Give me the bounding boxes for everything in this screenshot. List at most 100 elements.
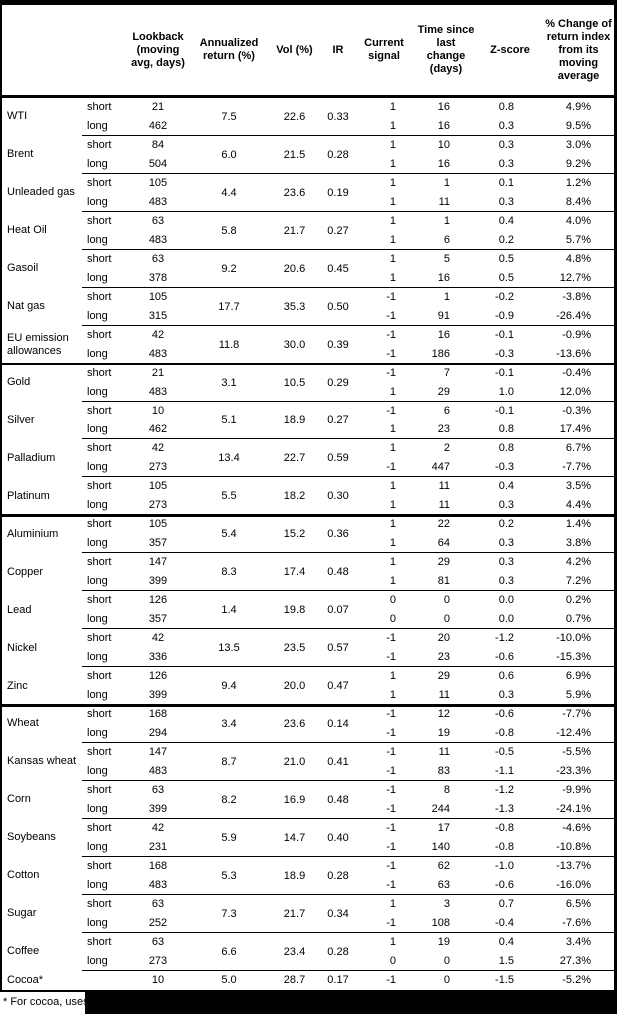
zscore-value: 1.0 (498, 385, 514, 398)
current-signal-value: -1 (386, 290, 396, 303)
zscore-column: 0.8 -0.3 (477, 439, 543, 477)
leg-label: short (87, 328, 112, 341)
zscore-value: -0.1 (495, 328, 514, 341)
annualized-return-value: 7.3 (221, 907, 237, 920)
vol-value: 22.7 (283, 452, 306, 465)
lookback-value: 10 (151, 404, 165, 417)
zscore-value: 0.1 (498, 176, 514, 189)
leg-label: short (87, 632, 112, 645)
signal-column: -1 -1 (353, 326, 415, 364)
zscore-value: -0.6 (495, 651, 514, 664)
leg-column: short long (82, 781, 124, 819)
col-header-time-since: Time since last change (days) (417, 24, 475, 75)
days-column: 1 11 (415, 174, 477, 212)
signal-column: -1 -1 (353, 781, 415, 819)
days-column: 5 16 (415, 250, 477, 288)
pct-change-column: -5.2% (543, 971, 614, 990)
zscore-column: -0.2 -0.9 (477, 288, 543, 326)
zscore-value: -1.1 (495, 764, 514, 777)
lookback-column: 105 273 (124, 477, 192, 515)
leg-label: long (87, 499, 108, 512)
zscore-value: 0.8 (498, 423, 514, 436)
leg-label: long (87, 271, 108, 284)
zscore-value: -1.2 (495, 632, 514, 645)
annualized-return-value: 8.7 (221, 755, 237, 768)
lookback-column: 147 399 (124, 553, 192, 591)
zscore-value: 0.3 (498, 575, 514, 588)
current-signal-value: 1 (389, 935, 396, 948)
group-divider (82, 248, 614, 250)
leg-label: long (87, 726, 108, 739)
current-signal-value: 0 (389, 954, 396, 967)
commodity-name: Wheat (7, 717, 39, 730)
group-divider (82, 855, 614, 857)
lookback-column: 126 357 (124, 591, 192, 629)
leg-column: short long (82, 553, 124, 591)
pct-change-value: 4.0% (565, 214, 591, 227)
vol-value: 35.3 (283, 300, 306, 313)
pct-change-value: 6.5% (565, 897, 591, 910)
annualized-return-value: 8.3 (221, 566, 237, 579)
current-signal-value: -1 (386, 366, 396, 379)
zscore-column: 0.0 0.0 (477, 591, 543, 629)
days-column: 17 140 (415, 819, 477, 857)
col-header-vol: Vol (%) (276, 43, 313, 56)
leg-label: long (87, 119, 108, 132)
days-since-change-value: 29 (437, 556, 450, 569)
ir-value: 0.14 (327, 717, 349, 730)
current-signal-value: -1 (386, 745, 396, 758)
leg-label: long (87, 347, 108, 360)
signal-column: -1 -1 (353, 819, 415, 857)
leg-column: short long (82, 515, 124, 553)
days-since-change-value: 91 (437, 309, 450, 322)
pct-change-value: 0.2% (565, 594, 591, 607)
pct-change-column: -3.8% -26.4% (543, 288, 614, 326)
current-signal-value: 1 (389, 138, 396, 151)
col-header-commodity (2, 5, 82, 95)
days-since-change-value: 83 (437, 764, 450, 777)
days-since-change-value: 23 (437, 423, 450, 436)
leg-label: short (87, 404, 112, 417)
pct-change-value: -7.7% (562, 461, 591, 474)
leg-label: short (87, 101, 112, 113)
leg-label: short (87, 556, 112, 569)
zscore-value: -0.8 (495, 726, 514, 739)
leg-label: short (87, 138, 112, 151)
table-body: WTI short long 21 462 7.5 22.6 0.33 1 1 16 16 0.8 0.3… (0, 98, 614, 990)
commodity-block: Kansas wheat short long 147 483 8.7 21.0 0.41 -1… (2, 741, 614, 781)
commodity-name: Nat gas (7, 300, 45, 313)
leg-label: long (87, 423, 108, 436)
zscore-value: -0.9 (495, 309, 514, 322)
pct-change-value: -5.5% (562, 745, 591, 758)
ir-value: 0.48 (327, 566, 349, 579)
pct-change-value: -13.7% (556, 859, 591, 872)
group-divider (82, 893, 614, 895)
ir-value: 0.29 (327, 376, 349, 389)
days-since-change-value: 447 (431, 461, 450, 474)
commodity-name: Zinc (7, 679, 28, 692)
zscore-column: -0.8 -0.8 (477, 819, 543, 857)
days-since-change-value: 6 (443, 233, 450, 246)
pct-change-value: -26.4% (556, 309, 591, 322)
pct-change-value: 12.0% (559, 385, 591, 398)
annualized-return-value: 17.7 (218, 300, 240, 313)
leg-label: long (87, 195, 108, 208)
zscore-value: 0.4 (498, 935, 514, 948)
days-since-change-value: 3 (443, 897, 450, 910)
ir-value: 0.27 (327, 414, 349, 427)
leg-label: short (87, 859, 112, 872)
group-divider (82, 476, 614, 478)
leg-column: short long (82, 591, 124, 629)
ir-value: 0.27 (327, 224, 349, 237)
zscore-value: 0.3 (498, 119, 514, 132)
annualized-return-value: 11.8 (218, 338, 240, 351)
current-signal-value: -1 (386, 764, 396, 777)
lookback-value: 42 (151, 328, 165, 341)
lookback-value: 105 (148, 480, 168, 493)
days-column: 62 63 (415, 857, 477, 895)
vol-value: 23.6 (283, 717, 306, 730)
